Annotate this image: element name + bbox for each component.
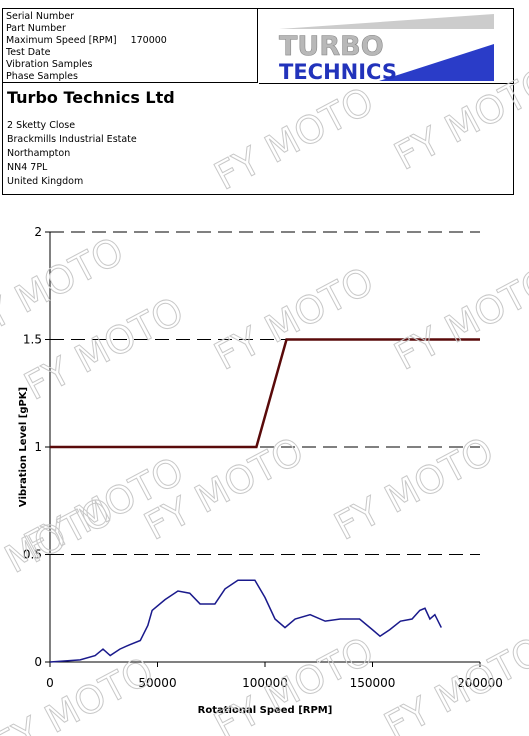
x-tick-label: 100000 [242,676,288,690]
field-label: Maximum Speed [RPM] [6,35,117,46]
field-row: Test Date [6,47,254,59]
logo-graphic: TURBO TECHNICS [279,14,494,84]
field-label: Phase Samples [6,71,78,82]
address-line: Northampton [7,148,71,159]
logo-text: TURBO [279,31,384,62]
field-row: Vibration Samples [6,59,254,71]
report-header: Serial Number Part Number Maximum Speed [R… [2,8,514,195]
address-line: Brackmills Industrial Estate [7,134,137,145]
data-line [50,338,480,449]
address-line: NN4 7PL [7,162,48,173]
field-value: 170000 [130,35,167,46]
company-block: Turbo Technics Ltd 2 Sketty Close Brackmi… [3,84,513,194]
logo-text: TECHNICS [279,60,397,82]
address-line: 2 Sketty Close [7,120,76,131]
field-label: Serial Number [6,11,75,22]
address: 2 Sketty Close Brackmills Industrial Esta… [7,119,509,189]
field-label: Test Date [6,47,51,58]
fields: Serial Number Part Number Maximum Speed [R… [3,9,258,83]
x-axis-label: Rotational Speed [RPM] [198,705,333,716]
field-row: Serial Number [6,11,254,23]
x-tick-label: 200000 [457,676,503,690]
y-tick-label: 0 [34,655,42,669]
logo-wedge [379,44,494,81]
field-label: Vibration Samples [6,59,93,70]
y-tick-label: 0.5 [23,548,42,562]
y-tick-label: 2 [34,225,42,239]
field-row: Phase Samples [6,71,254,83]
x-tick-label: 50000 [138,676,176,690]
x-tick-label: 0 [46,676,54,690]
data-line [49,579,442,663]
y-tick-label: 1 [34,440,42,454]
x-tick-label: 150000 [350,676,396,690]
logo-stripe [279,14,494,29]
logo: TURBO TECHNICS [259,9,513,84]
y-tick-label: 1.5 [23,333,42,347]
y-axis-label: Vibration Level [gPK] [18,387,29,507]
address-line: United Kingdom [7,176,84,187]
field-label: Part Number [6,23,66,34]
company-name: Turbo Technics Ltd [7,88,175,107]
field-row: Part Number [6,23,254,35]
field-row: Maximum Speed [RPM] 170000 [6,35,254,47]
